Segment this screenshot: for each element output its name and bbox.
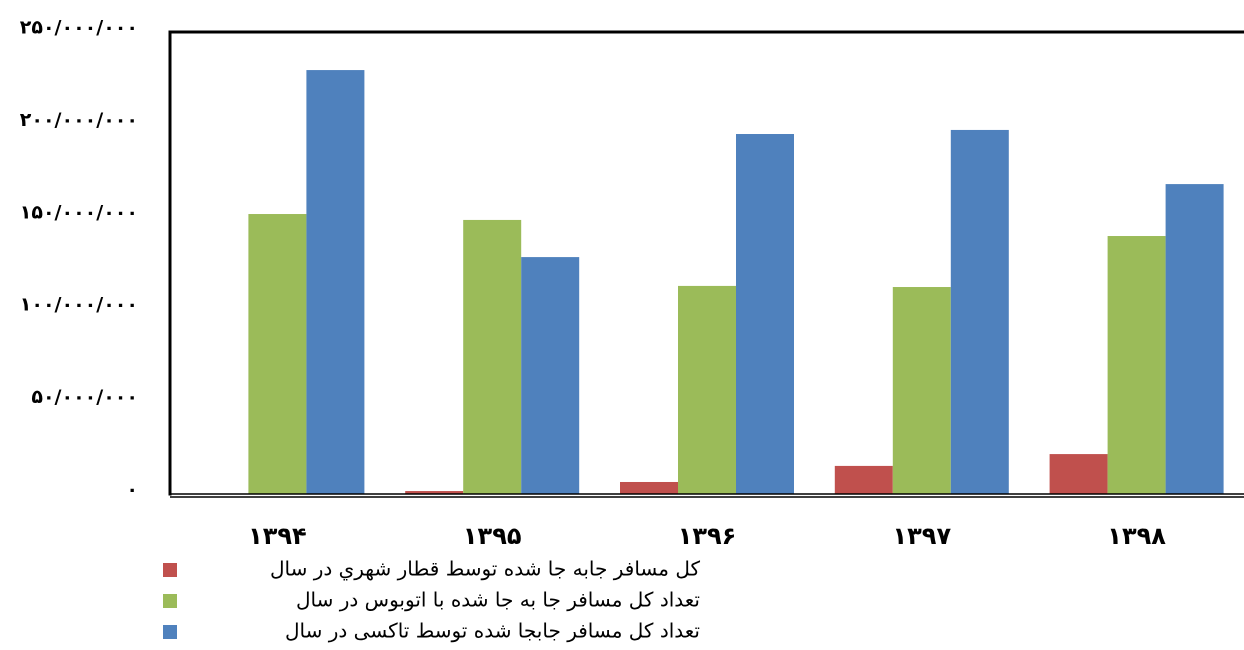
legend-swatch [163, 625, 177, 639]
legend-label: تعداد کل مسافر جا به جا شده با اتوبوس در… [296, 588, 700, 612]
bar [950, 129, 1009, 494]
bar [1049, 454, 1108, 494]
y-tick-label: ۱۵۰/۰۰۰/۰۰۰ [20, 201, 138, 223]
x-tick-label: ۱۳۹۴ [248, 522, 307, 550]
x-tick-label: ۱۳۹۵ [463, 522, 522, 550]
x-tick-label: ۱۳۹۸ [1107, 522, 1166, 550]
legend-label: تعداد کل مسافر جابجا شده توسط تاکسی در س… [285, 619, 700, 643]
y-tick-label: ۱۰۰/۰۰۰/۰۰۰ [20, 294, 138, 316]
legend-label: کل مسافر جابه جا شده توسط قطار شهري در س… [270, 557, 701, 582]
y-tick-label: ۲۵۰/۰۰۰/۰۰۰ [20, 17, 138, 39]
y-tick-label: ۵۰/۰۰۰/۰۰۰ [31, 386, 138, 408]
legend-swatch [163, 594, 177, 608]
bar [620, 481, 678, 494]
y-tick-label: ۲۰۰/۰۰۰/۰۰۰ [20, 109, 138, 131]
bar [248, 214, 307, 494]
legend-swatch [163, 563, 177, 577]
bar [892, 287, 951, 494]
bar [306, 70, 365, 495]
bar [834, 465, 893, 494]
bar [736, 134, 794, 495]
bar [1107, 236, 1166, 494]
y-tick-label: ۰ [126, 479, 138, 501]
bar [1165, 184, 1224, 494]
bar [521, 257, 580, 494]
x-tick-label: ۱۳۹۶ [678, 522, 737, 550]
bar [405, 491, 464, 494]
bar [463, 219, 522, 495]
x-tick-label: ۱۳۹۷ [893, 522, 952, 550]
bar [678, 285, 736, 494]
